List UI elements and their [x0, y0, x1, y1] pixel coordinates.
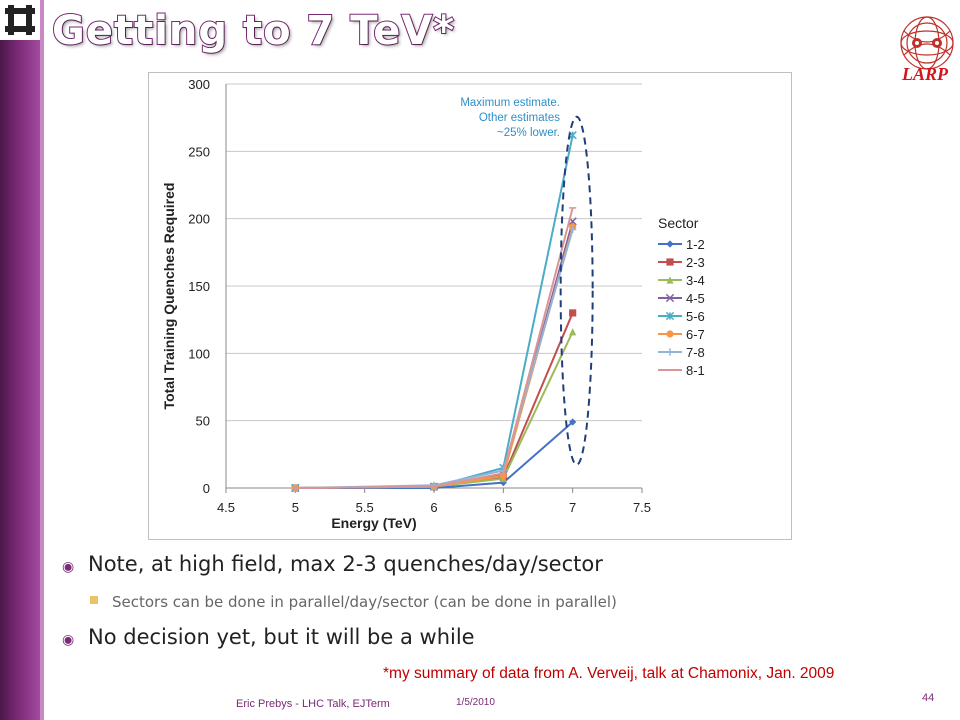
sidebar-edge — [40, 0, 44, 720]
chart-frame — [148, 72, 792, 540]
annotation-line: ~25% lower. — [497, 127, 560, 139]
series-line-7-8 — [295, 229, 574, 489]
legend-label-4-5: 4-5 — [686, 291, 705, 306]
series-line-5-6 — [295, 134, 574, 489]
x-tick-label: 7 — [569, 500, 576, 515]
x-tick-label: 6.5 — [494, 500, 512, 515]
legend-marker-5-6 — [665, 311, 675, 321]
y-tick-label: 0 — [203, 481, 210, 496]
y-tick-label: 200 — [188, 212, 210, 227]
data-point-2-3 — [569, 309, 577, 317]
legend-marker-1-2 — [666, 240, 674, 248]
x-tick-label: 7.5 — [633, 500, 651, 515]
legend-label-6-7: 6-7 — [686, 327, 705, 342]
y-axis-label: Total Training Quenches Required — [161, 183, 177, 410]
page-number: 44 — [922, 692, 935, 704]
series-line-4-5 — [295, 221, 574, 489]
data-point-3-4 — [569, 328, 577, 336]
annotation-line: Maximum estimate. — [460, 97, 560, 109]
legend-label-5-6: 5-6 — [686, 309, 705, 324]
y-tick-label: 300 — [188, 77, 210, 92]
x-axis-label: Energy (TeV) — [331, 515, 416, 531]
bullet-marker-icon: ◉ — [62, 558, 75, 574]
sub-bullet-marker-icon — [90, 596, 98, 604]
annotation-line: Other estimates — [479, 112, 560, 124]
series-line-8-1 — [295, 207, 574, 489]
series-line-1-2 — [295, 421, 574, 489]
slide-title: Getting to 7 TeV* — [51, 7, 456, 55]
legend-label-2-3: 2-3 — [686, 255, 705, 270]
estimate-ellipse — [559, 115, 594, 466]
x-tick-label: 6 — [430, 500, 437, 515]
bullet-2: No decision yet, but it will be a while — [88, 625, 475, 649]
legend-label-3-4: 3-4 — [686, 273, 705, 288]
legend-marker-4-5 — [665, 293, 675, 303]
legend-marker-7-8 — [666, 348, 674, 356]
legend-label-8-1: 8-1 — [686, 363, 705, 378]
legend-title: Sector — [658, 215, 699, 231]
sidebar-band — [0, 0, 40, 720]
x-tick-label: 5.5 — [356, 500, 374, 515]
legend-marker-3-4 — [666, 276, 674, 284]
y-tick-label: 150 — [188, 279, 210, 294]
legend-label-7-8: 7-8 — [686, 345, 705, 360]
x-tick-label: 5 — [292, 500, 299, 515]
y-tick-label: 250 — [188, 144, 210, 159]
legend-marker-6-7 — [666, 330, 674, 338]
series-line-6-7 — [295, 226, 574, 489]
bullet-marker-icon: ◉ — [62, 631, 75, 647]
footer-date: 1/5/2010 — [456, 697, 495, 708]
bullet-1: Note, at high field, max 2-3 quenches/da… — [88, 552, 603, 576]
footnote: *my summary of data from A. Verveij, tal… — [383, 665, 835, 682]
legend-label-1-2: 1-2 — [686, 237, 705, 252]
larp-logo-icon — [900, 16, 954, 70]
bullet-1-sub: Sectors can be done in parallel/day/sect… — [112, 593, 617, 611]
footer-author: Eric Prebys - LHC Talk, EJTerm — [236, 698, 390, 710]
data-point-1-2 — [569, 418, 577, 426]
fermilab-logo-icon — [0, 0, 40, 40]
x-tick-label: 4.5 — [217, 500, 235, 515]
legend-marker-2-3 — [666, 258, 674, 266]
data-point-7-8 — [569, 225, 577, 234]
y-tick-label: 50 — [196, 414, 210, 429]
y-tick-label: 100 — [188, 346, 210, 361]
quench-chart: 0 50 100 150 200 250 300 4.5 5 5.5 6 6.5 7 7.5 Energy … — [161, 77, 705, 531]
larp-label: LARP — [902, 64, 949, 84]
